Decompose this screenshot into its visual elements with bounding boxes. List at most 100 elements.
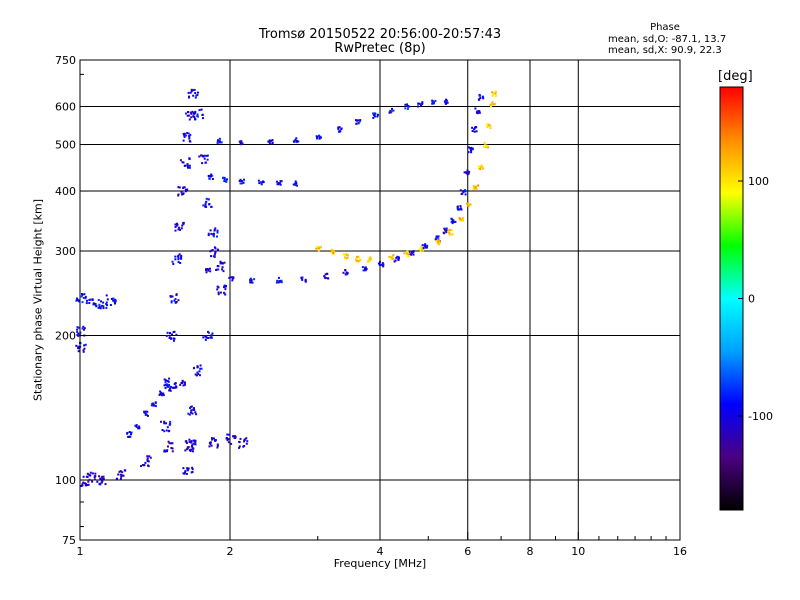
data-point	[239, 178, 242, 181]
data-point	[445, 229, 448, 231]
data-point	[193, 407, 195, 410]
data-point	[342, 253, 345, 256]
data-point	[205, 154, 208, 157]
data-point	[154, 405, 157, 408]
data-point	[182, 193, 184, 195]
grid-lines	[80, 60, 680, 540]
data-point	[224, 285, 227, 288]
data-point	[77, 334, 80, 337]
data-point	[144, 461, 147, 464]
data-point	[324, 273, 327, 276]
data-point	[172, 263, 175, 265]
data-point	[166, 426, 169, 429]
data-point	[295, 141, 298, 144]
y-tick-label: 750	[55, 54, 76, 67]
data-point	[91, 472, 94, 475]
data-point	[182, 186, 185, 189]
data-point	[179, 262, 182, 264]
data-point	[486, 126, 489, 129]
data-point	[182, 139, 185, 142]
data-point	[483, 145, 486, 148]
data-point	[151, 402, 154, 405]
data-point	[104, 483, 107, 486]
data-point	[406, 107, 409, 110]
data-point	[169, 389, 172, 392]
data-point	[154, 402, 157, 405]
data-point	[260, 181, 262, 184]
data-point	[121, 471, 124, 474]
data-point	[396, 255, 399, 258]
data-point	[209, 174, 212, 177]
data-point	[140, 465, 142, 468]
data-point	[208, 177, 211, 180]
data-point	[200, 367, 203, 370]
data-point	[257, 179, 260, 182]
data-point	[217, 291, 220, 294]
data-point	[177, 258, 180, 261]
data-point	[437, 239, 440, 242]
data-point	[105, 294, 108, 297]
data-point	[188, 164, 191, 167]
data-point	[475, 130, 478, 133]
data-point	[160, 420, 162, 423]
data-point	[216, 231, 219, 234]
data-point	[223, 284, 226, 287]
data-point	[76, 297, 78, 300]
data-point	[379, 260, 381, 263]
phase-stats-title: Phase	[650, 22, 680, 33]
data-point	[253, 278, 256, 281]
data-point	[80, 485, 83, 487]
data-point	[445, 98, 448, 101]
data-point	[417, 105, 419, 108]
data-point	[212, 255, 215, 258]
data-point	[114, 300, 117, 303]
data-point	[392, 254, 395, 257]
data-point	[389, 109, 392, 112]
data-point	[424, 243, 427, 246]
data-point	[210, 336, 213, 339]
data-point	[130, 431, 133, 434]
data-point	[120, 475, 123, 478]
data-point	[466, 169, 469, 172]
data-point	[86, 476, 89, 478]
data-point	[163, 420, 166, 423]
data-point	[407, 254, 410, 257]
data-point	[208, 445, 211, 448]
data-point	[456, 206, 459, 208]
data-point	[114, 302, 116, 305]
data-point	[355, 259, 358, 262]
data-point	[101, 304, 103, 307]
data-point	[359, 259, 362, 261]
data-point	[275, 281, 278, 284]
data-point	[374, 112, 377, 115]
data-point	[185, 472, 188, 475]
data-point	[435, 240, 438, 243]
data-point	[185, 134, 188, 137]
colorbar-tick-label: 0	[748, 293, 755, 306]
data-point	[431, 101, 434, 104]
data-point	[98, 303, 101, 306]
data-point	[174, 223, 177, 226]
data-point	[194, 117, 197, 120]
x-tick-label: 16	[673, 545, 687, 558]
data-points	[75, 88, 497, 487]
data-point	[337, 126, 340, 129]
data-point	[488, 124, 491, 127]
data-point	[435, 235, 438, 238]
data-point	[240, 140, 243, 143]
data-point	[231, 279, 234, 282]
data-point	[96, 480, 99, 483]
data-point	[123, 469, 126, 472]
data-point	[77, 332, 80, 335]
data-point	[84, 297, 87, 300]
data-point	[200, 154, 202, 157]
data-point	[436, 240, 439, 243]
data-point	[471, 126, 474, 129]
data-point	[451, 233, 454, 236]
data-point	[381, 262, 384, 265]
data-point	[93, 478, 96, 481]
data-point	[204, 335, 207, 338]
data-point	[150, 404, 153, 407]
data-point	[164, 387, 167, 389]
data-point	[174, 255, 177, 258]
